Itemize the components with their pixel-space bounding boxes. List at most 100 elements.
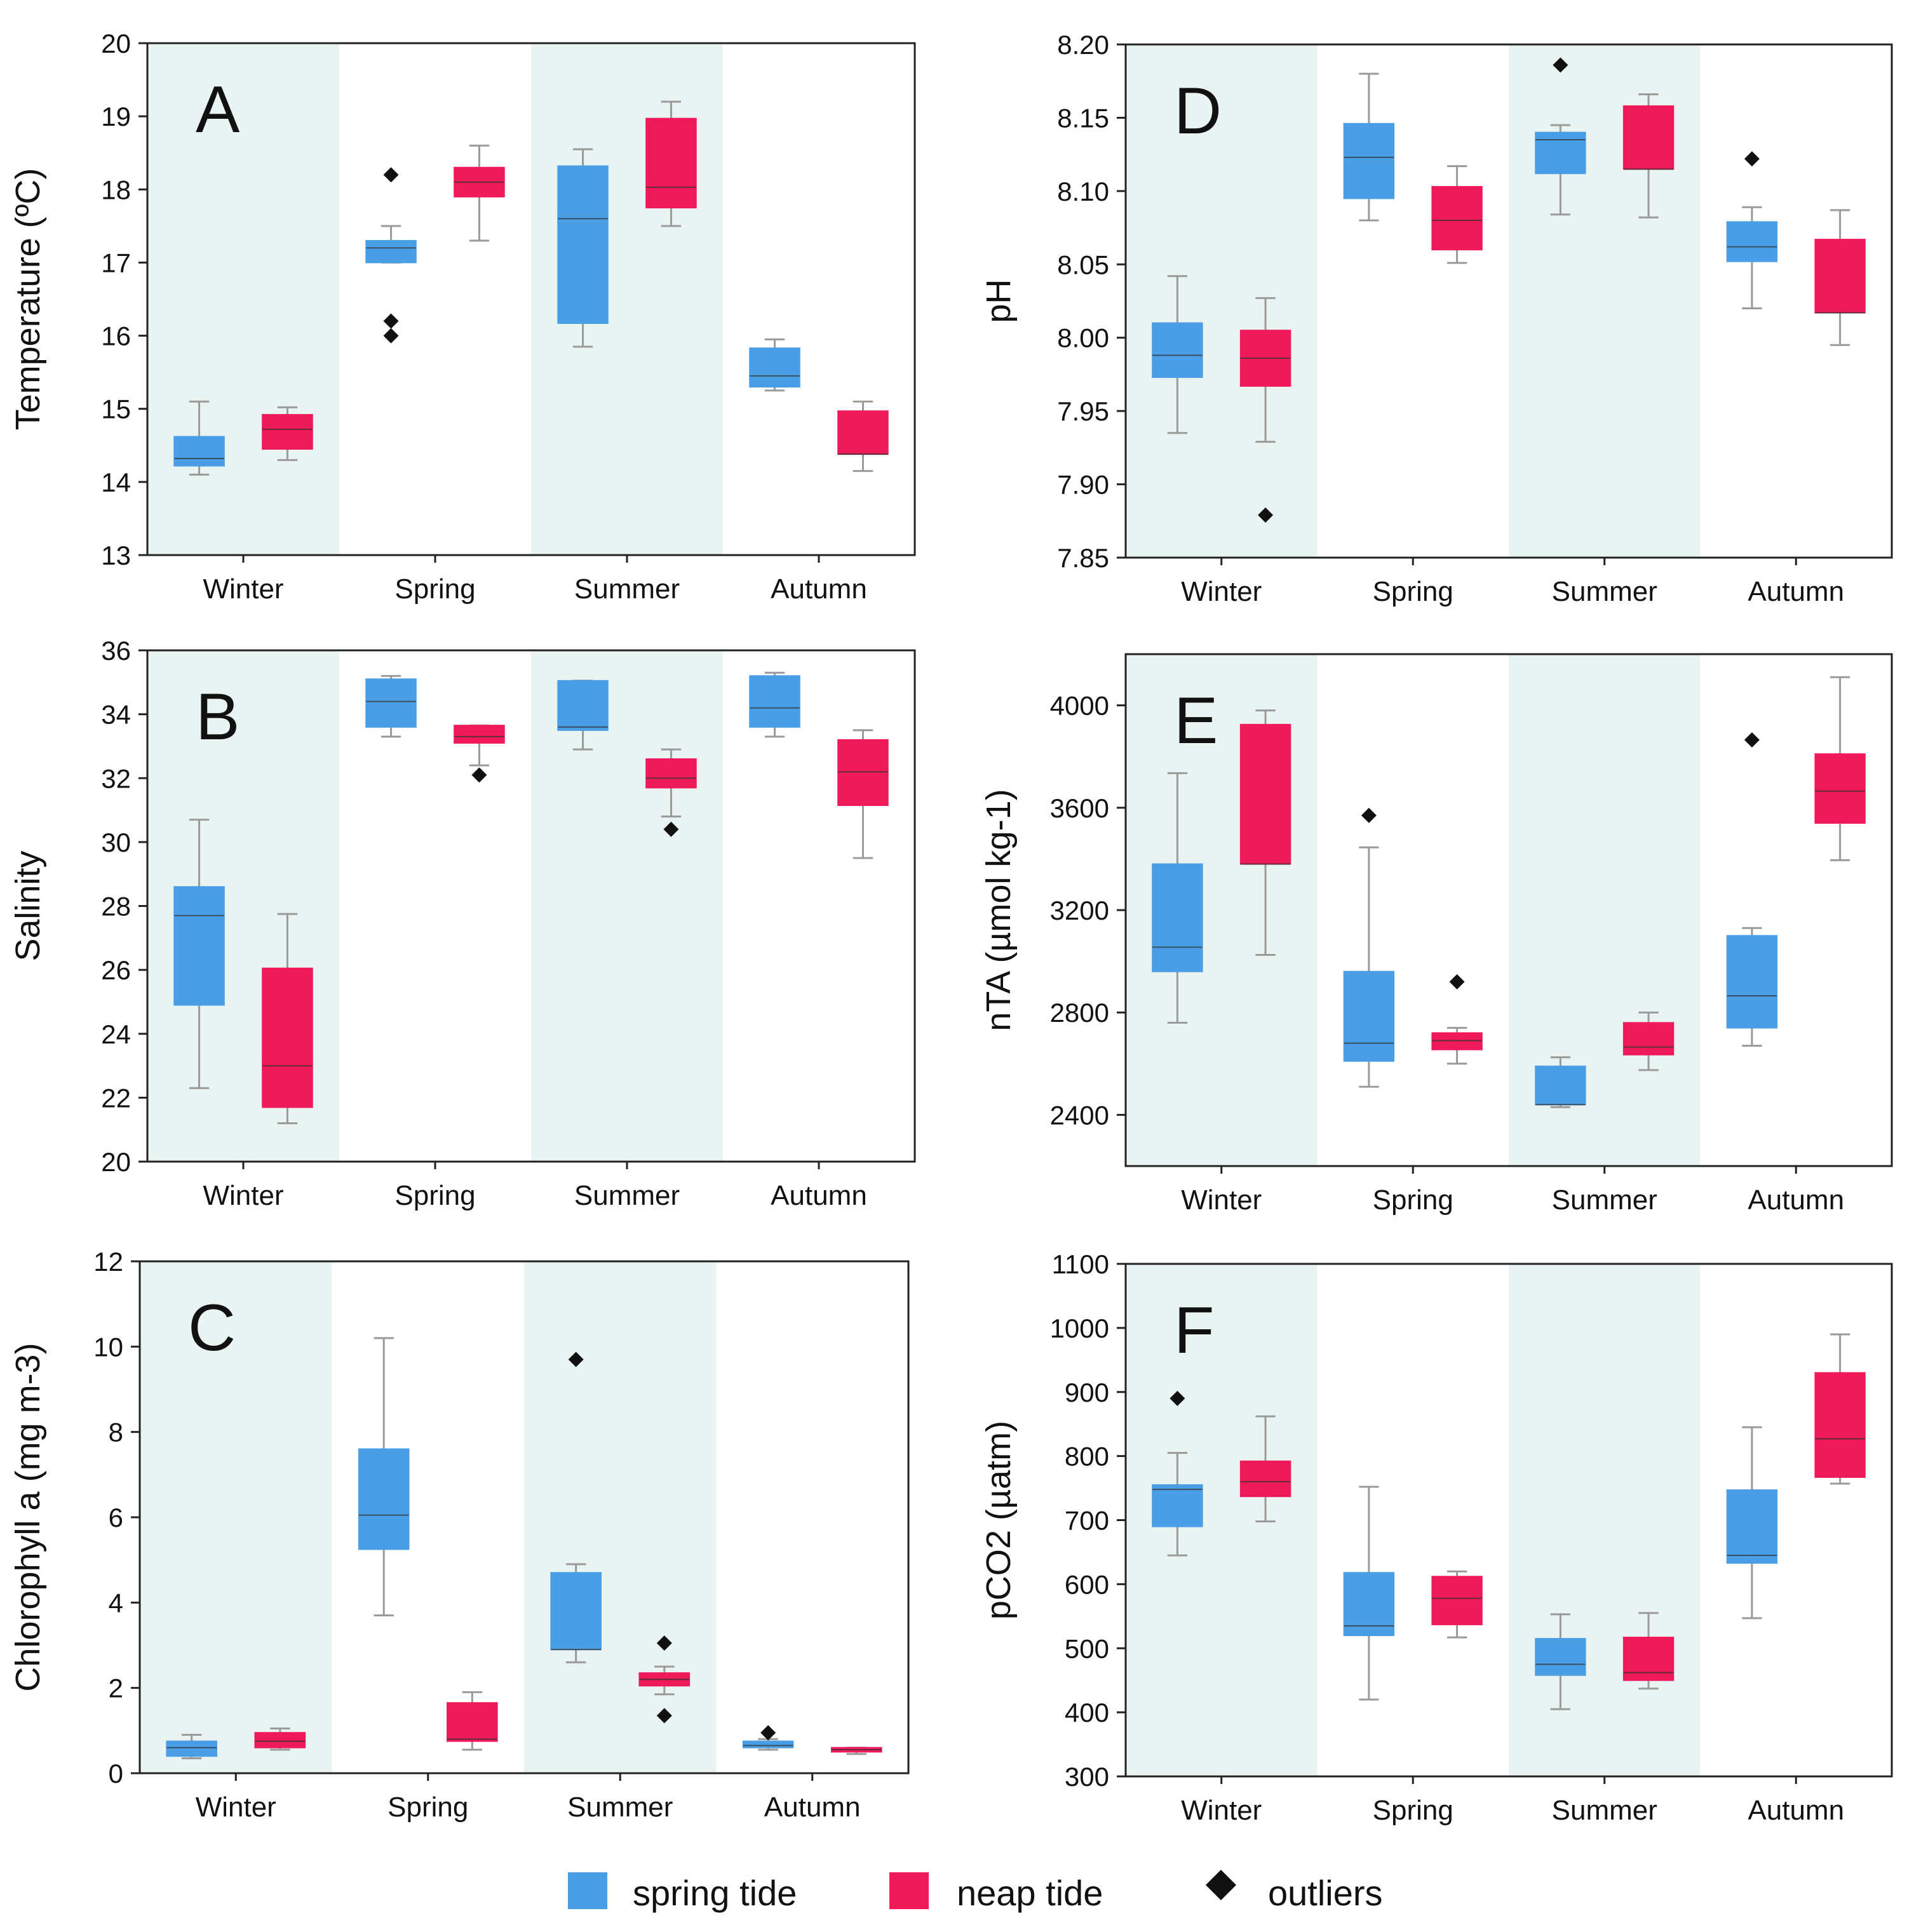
season-shade-summer [524, 1261, 717, 1773]
box-spring-tide-autumn [1726, 1426, 1778, 1620]
box-neap-tide-winter [262, 913, 313, 1125]
box-neap-tide-summer [1622, 1011, 1675, 1071]
outlier-marker [383, 328, 399, 344]
y-tick-label: 8.20 [1057, 30, 1109, 60]
box-neap-tide-summer [645, 748, 697, 837]
x-tick-label: Winter [203, 1180, 283, 1211]
y-tick-label: 34 [101, 700, 131, 730]
box-iqr [166, 1740, 218, 1757]
y-tick-label: 1000 [1050, 1313, 1109, 1343]
box-iqr [1152, 863, 1203, 972]
box-iqr [749, 347, 800, 388]
outlier-marker [656, 1708, 672, 1724]
box-spring-tide-winter [1152, 1390, 1203, 1557]
x-tick-label: Spring [1373, 1184, 1453, 1216]
legend-label-neap-tide: neap tide [957, 1873, 1103, 1913]
season-shade-winter [140, 1261, 332, 1773]
y-axis-label: Temperature (ºC) [9, 168, 47, 431]
y-axis-label: pH [980, 279, 1018, 323]
y-tick-label: 300 [1065, 1762, 1109, 1792]
box-spring-tide-winter [173, 819, 225, 1089]
box-neap-tide-winter [1239, 1415, 1291, 1523]
outlier-marker [1744, 151, 1760, 167]
box-iqr [447, 1702, 498, 1742]
box-iqr [645, 117, 697, 209]
x-tick-label: Summer [1552, 1184, 1657, 1216]
x-tick-label: Autumn [771, 574, 867, 605]
y-tick-label: 28 [101, 892, 131, 922]
box-iqr [365, 678, 417, 728]
box-spring-tide-summer [550, 1352, 602, 1663]
box-neap-tide-autumn [1814, 209, 1866, 346]
box-spring-tide-autumn [749, 671, 800, 738]
y-tick-label: 8.10 [1057, 177, 1109, 206]
box-iqr [557, 680, 609, 731]
x-tick-label: Winter [1181, 1795, 1262, 1826]
y-tick-label: 8.15 [1057, 103, 1109, 133]
box-iqr [262, 413, 313, 450]
outlier-marker [663, 821, 679, 837]
y-tick-label: 7.95 [1057, 396, 1109, 426]
box-neap-tide-autumn [837, 400, 889, 473]
box-spring-tide-winter [173, 400, 225, 476]
box-iqr [1239, 1460, 1291, 1498]
y-tick-label: 2800 [1050, 998, 1109, 1028]
x-tick-label: Winter [1181, 1184, 1262, 1216]
y-tick-label: 26 [101, 955, 131, 985]
outlier-marker [1361, 807, 1377, 823]
box-iqr [173, 886, 225, 1006]
box-spring-tide-summer [1535, 1056, 1586, 1108]
box-iqr [1152, 322, 1203, 379]
outlier-marker [471, 767, 487, 783]
y-tick-label: 4000 [1050, 691, 1109, 721]
box-iqr [1431, 1032, 1483, 1050]
y-tick-label: 400 [1065, 1698, 1109, 1727]
box-iqr [254, 1732, 306, 1748]
y-tick-label: 1100 [1052, 1249, 1109, 1279]
y-axis-label: nTA (µmol kg-1) [980, 789, 1018, 1031]
y-tick-label: 17 [101, 248, 131, 278]
y-tick-label: 500 [1065, 1633, 1109, 1663]
y-axis-label: Chlorophyll a (mg m-3) [9, 1343, 47, 1691]
panel-letter-e: E [1174, 684, 1218, 758]
box-iqr [1343, 123, 1395, 199]
box-spring-tide-summer [557, 680, 609, 751]
box-spring-tide-autumn [1726, 151, 1778, 310]
panel-f: 300 400 500 600 700 800 900 1000 1100 Winter Sprin… [980, 1249, 1893, 1826]
x-tick-label: Summer [574, 1180, 680, 1211]
box-neap-tide-summer [638, 1635, 691, 1724]
y-tick-label: 24 [101, 1019, 131, 1049]
y-tick-label: 8.05 [1057, 250, 1109, 279]
x-tick-label: Spring [1373, 576, 1453, 607]
box-spring-tide-winter [1152, 275, 1203, 434]
box-iqr [1535, 1065, 1586, 1106]
outlier-marker [1449, 974, 1465, 989]
box-neap-tide-winter [254, 1727, 306, 1751]
season-shade-summer [531, 650, 723, 1162]
box-neap-tide-winter [262, 406, 313, 461]
box-iqr [1622, 105, 1675, 170]
box-neap-tide-autumn [1814, 1333, 1866, 1485]
x-tick-label: Summer [1552, 1795, 1657, 1826]
outlier-marker [656, 1635, 672, 1651]
outlier-marker [1258, 507, 1274, 523]
y-tick-label: 32 [101, 763, 131, 793]
x-tick-label: Spring [394, 574, 475, 605]
box-iqr [1535, 131, 1586, 175]
y-tick-label: 13 [101, 540, 131, 570]
y-tick-label: 12 [93, 1247, 123, 1277]
box-iqr [1152, 1484, 1203, 1527]
outlier-marker [1744, 732, 1760, 748]
x-tick-label: Autumn [1748, 1184, 1844, 1216]
box-iqr [1814, 1372, 1866, 1478]
box-spring-tide-spring [365, 167, 417, 344]
box-iqr [365, 239, 417, 264]
y-axis-label: Salinity [9, 850, 47, 961]
x-tick-label: Winter [1181, 576, 1262, 607]
outlier-marker [1169, 1390, 1185, 1406]
x-tick-label: Autumn [764, 1792, 861, 1823]
panel-letter-d: D [1174, 74, 1222, 148]
y-tick-label: 7.90 [1057, 470, 1109, 500]
season-shade-winter [147, 43, 339, 555]
